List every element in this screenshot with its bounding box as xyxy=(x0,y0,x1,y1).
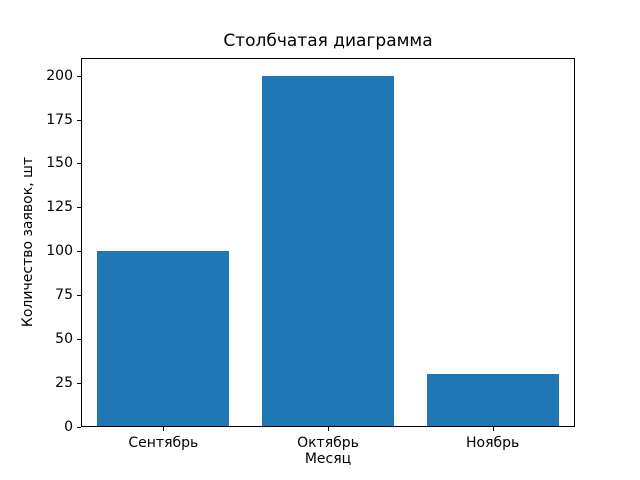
y-tick-label: 75 xyxy=(55,287,73,303)
x-tick-mark xyxy=(328,427,329,431)
x-tick-mark xyxy=(163,427,165,431)
y-tick-mark xyxy=(77,251,81,252)
y-tick-label: 125 xyxy=(46,199,73,215)
y-tick-mark xyxy=(77,120,81,121)
y-tick-label: 150 xyxy=(46,155,73,171)
y-tick-label: 200 xyxy=(46,68,73,84)
y-tick-label: 50 xyxy=(55,331,73,347)
y-tick-mark xyxy=(77,163,81,164)
y-tick-label: 25 xyxy=(55,375,73,391)
y-tick-label: 0 xyxy=(64,419,73,435)
chart-title: Столбчатая диаграмма xyxy=(223,31,433,51)
y-tick-mark xyxy=(77,76,81,77)
y-tick-mark xyxy=(77,207,81,208)
bar xyxy=(426,374,559,427)
bar xyxy=(97,251,230,427)
y-tick-label: 100 xyxy=(46,243,73,259)
y-tick-label: 175 xyxy=(46,112,73,128)
x-tick-label: Октябрь xyxy=(297,435,359,451)
y-tick-mark xyxy=(77,427,81,428)
x-axis-label: Месяц xyxy=(304,451,352,467)
bar xyxy=(262,75,394,427)
plot-area xyxy=(81,58,575,427)
x-tick-label: Сентябрь xyxy=(128,435,199,451)
y-tick-mark xyxy=(77,339,81,340)
x-tick-label: Ноябрь xyxy=(466,435,520,451)
y-tick-mark xyxy=(77,295,81,296)
x-tick-mark xyxy=(492,427,494,431)
y-tick-mark xyxy=(77,383,81,384)
